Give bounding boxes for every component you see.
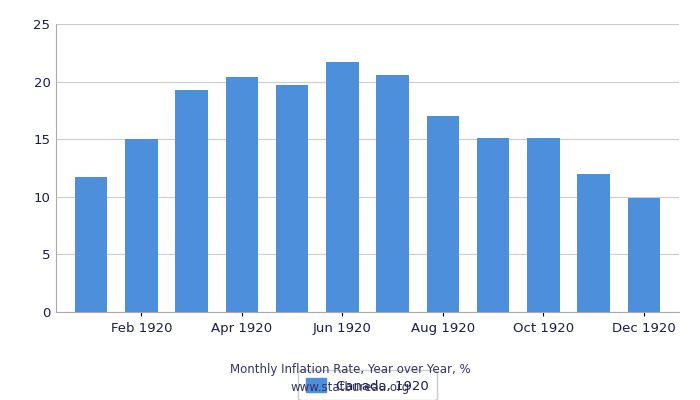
Bar: [175, 90, 208, 312]
Bar: [627, 198, 660, 312]
Bar: [276, 85, 309, 312]
Bar: [125, 139, 158, 312]
Bar: [225, 77, 258, 312]
Bar: [377, 75, 409, 312]
Bar: [426, 116, 459, 312]
Bar: [75, 177, 108, 312]
Bar: [578, 174, 610, 312]
Text: Monthly Inflation Rate, Year over Year, %: Monthly Inflation Rate, Year over Year, …: [230, 364, 470, 376]
Legend: Canada, 1920: Canada, 1920: [298, 370, 437, 400]
Bar: [477, 138, 510, 312]
Bar: [527, 138, 560, 312]
Text: www.statbureau.org: www.statbureau.org: [290, 382, 410, 394]
Bar: [326, 62, 358, 312]
